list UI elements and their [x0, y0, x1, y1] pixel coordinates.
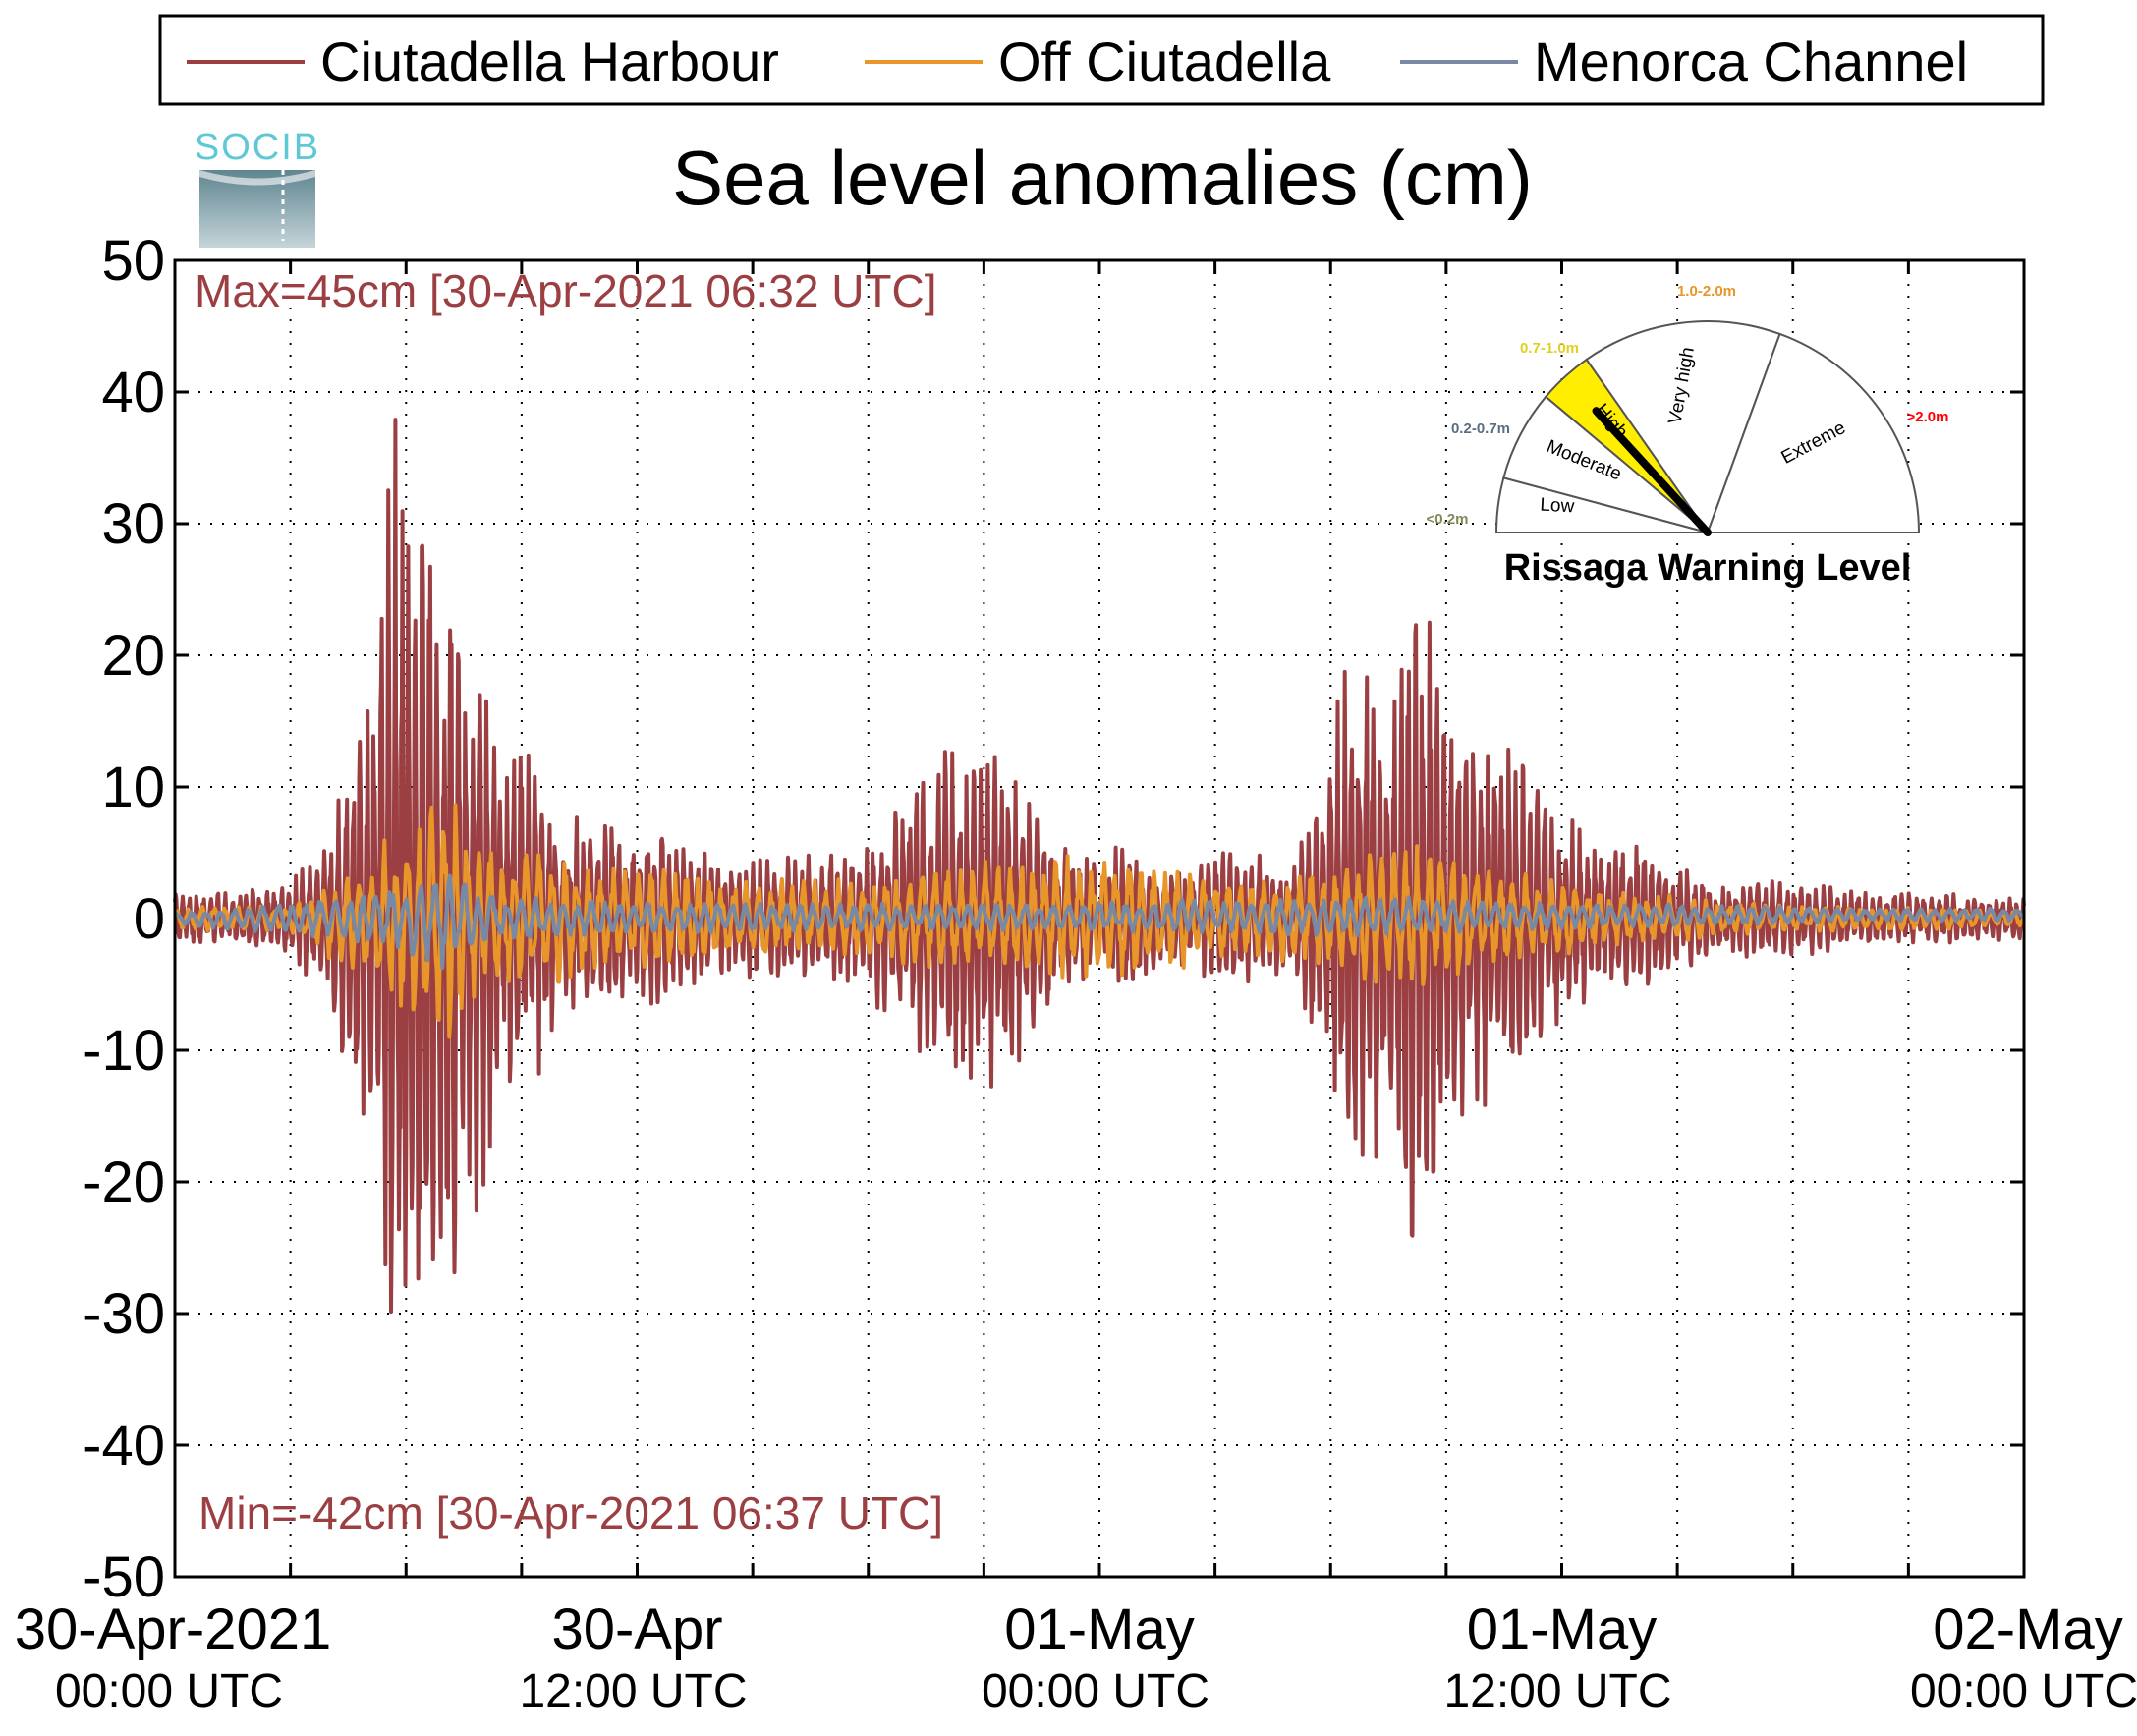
min-annotation: Min=-42cm [30-Apr-2021 06:37 UTC]: [198, 1487, 943, 1539]
socib-logo-text: SOCIB: [195, 127, 320, 168]
x-tick-label-time: 00:00 UTC: [55, 1665, 283, 1717]
y-tick-label: 0: [134, 887, 165, 951]
y-tick-label: 40: [101, 361, 165, 424]
x-tick-label-time: 12:00 UTC: [519, 1665, 747, 1717]
y-tick-label: -50: [83, 1545, 165, 1609]
x-tick-label-date: 30-Apr-2021: [15, 1597, 331, 1661]
x-tick-label-time: 00:00 UTC: [982, 1665, 1209, 1717]
gauge-sector-very-high: [1585, 320, 1781, 535]
y-tick-label: -30: [83, 1282, 165, 1346]
gauge-level-name: Low: [1540, 495, 1575, 518]
legend: Ciutadella Harbour Off Ciutadella Menorc…: [158, 14, 2045, 106]
legend-label-off-ciutadella: Off Ciutadella: [998, 30, 1331, 92]
y-tick-label: -10: [83, 1019, 165, 1083]
y-axis: 50 40 30 20 10 0 -10 -20 -30 -40 -50: [83, 229, 2024, 1609]
gauge-level-range: 0.7-1.0m: [1520, 340, 1579, 357]
legend-label-menorca-channel: Menorca Channel: [1534, 30, 1968, 92]
series-group: [173, 418, 2026, 1315]
y-tick-label: -20: [83, 1150, 165, 1214]
gauge-title: Rissaga Warning Level: [1504, 547, 1912, 588]
chart-title: Sea level anomalies (cm): [672, 135, 1533, 221]
y-tick-label: 10: [101, 756, 165, 819]
legend-label-ciutadella-harbour: Ciutadella Harbour: [320, 30, 779, 92]
x-tick-label-date: 02-May: [1933, 1597, 2122, 1661]
gauge-level-range: <0.2m: [1427, 511, 1469, 528]
y-tick-label: 30: [101, 492, 165, 556]
legend-box: [158, 14, 2045, 106]
y-tick-label: 20: [101, 624, 165, 688]
gauge-level-range: >2.0m: [1907, 409, 1949, 425]
series-line-menorca-channel: [173, 873, 2026, 971]
y-tick-label: -40: [83, 1414, 165, 1478]
gauge-level-range: 0.2-0.7m: [1451, 420, 1510, 437]
gauge-level-range: 1.0-2.0m: [1677, 283, 1736, 300]
max-annotation: Max=45cm [30-Apr-2021 06:32 UTC]: [195, 265, 937, 316]
series-line-off-ciutadella: [174, 803, 2026, 1039]
socib-logo: SOCIB: [195, 127, 320, 248]
gauge-needle: [1592, 407, 1712, 536]
x-tick-label-date: 01-May: [1004, 1597, 1194, 1661]
y-tick-label: 50: [101, 229, 165, 293]
plot-frame: [173, 258, 2026, 1579]
x-tick-label-time: 12:00 UTC: [1443, 1665, 1671, 1717]
x-tick-label-date: 01-May: [1467, 1597, 1657, 1661]
x-tick-label-date: 30-Apr: [551, 1597, 722, 1661]
x-tick-label-time: 00:00 UTC: [1910, 1665, 2137, 1717]
socib-logo-wave-crest: [199, 170, 315, 186]
gauge-sector-extreme: [1706, 332, 1921, 533]
